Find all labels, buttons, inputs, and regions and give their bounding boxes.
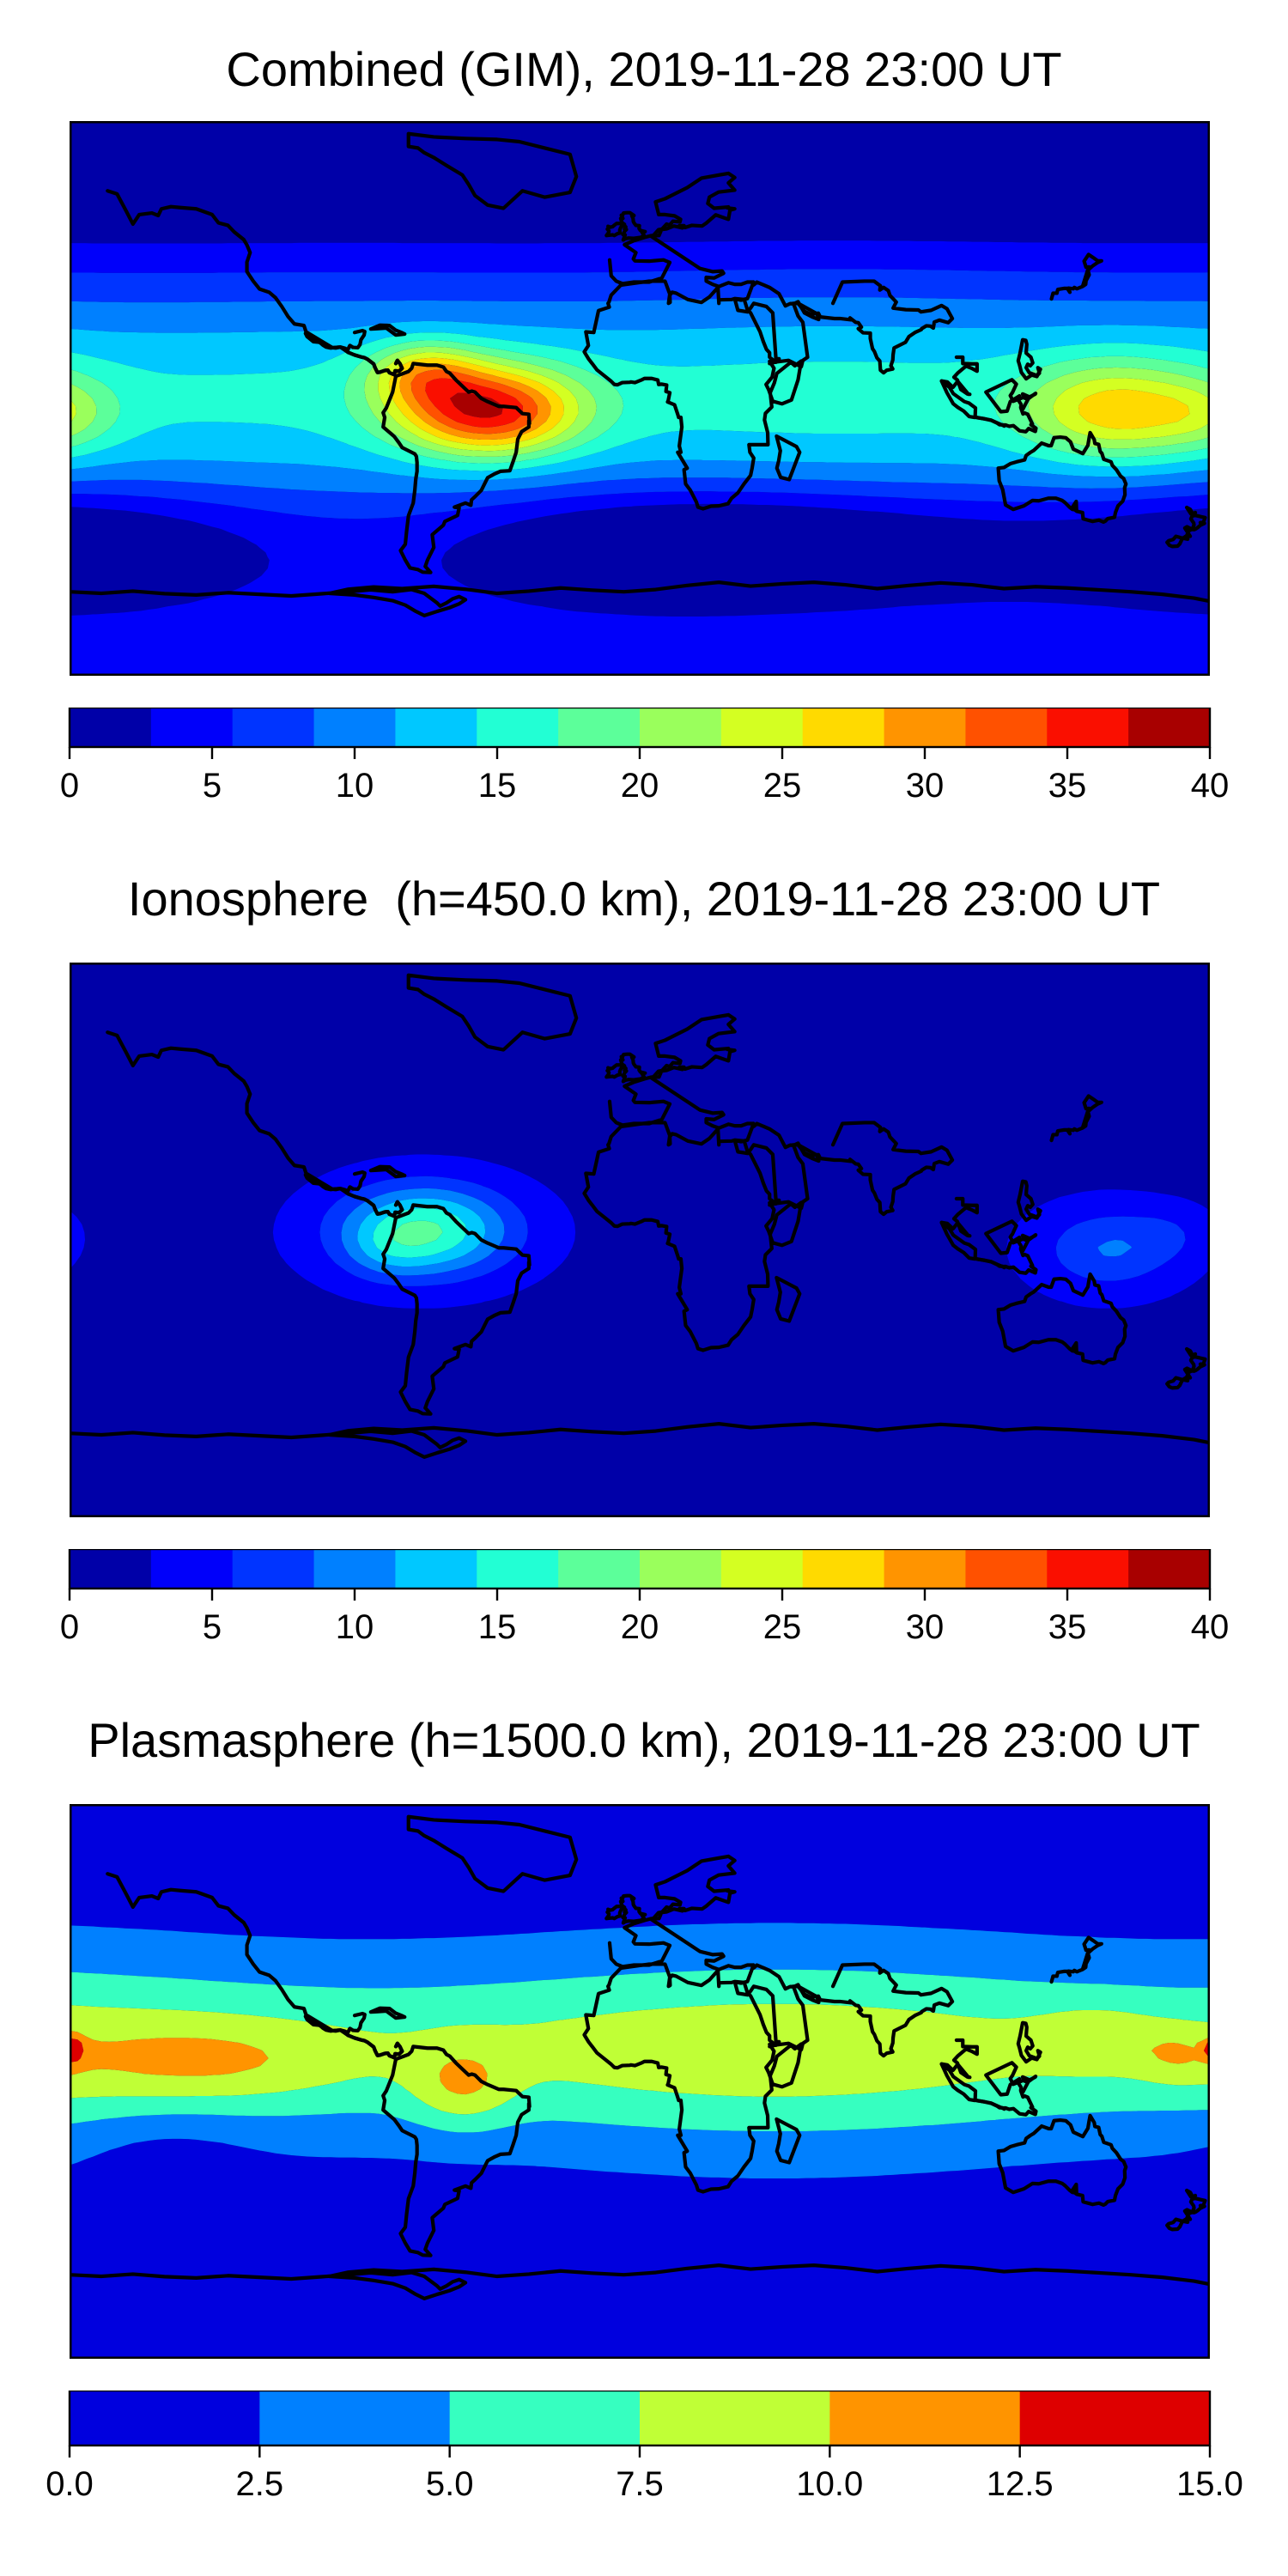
- svg-text:12.5: 12.5: [987, 2465, 1054, 2503]
- svg-text:20: 20: [621, 767, 659, 805]
- svg-text:2.5: 2.5: [236, 2465, 284, 2503]
- svg-text:40: 40: [1191, 1608, 1230, 1646]
- svg-text:0.0: 0.0: [46, 2465, 94, 2503]
- svg-text:40: 40: [1191, 767, 1230, 805]
- svg-text:30: 30: [906, 1608, 945, 1646]
- svg-text:10: 10: [336, 767, 374, 805]
- svg-text:0: 0: [60, 1608, 79, 1646]
- svg-text:35: 35: [1048, 767, 1087, 805]
- svg-text:10: 10: [336, 1608, 374, 1646]
- svg-text:5.0: 5.0: [426, 2465, 474, 2503]
- svg-text:0: 0: [60, 767, 79, 805]
- svg-text:35: 35: [1048, 1608, 1087, 1646]
- svg-text:20: 20: [621, 1608, 659, 1646]
- svg-text:5: 5: [203, 767, 222, 805]
- svg-text:15: 15: [478, 767, 517, 805]
- svg-text:15: 15: [478, 1608, 517, 1646]
- svg-text:10.0: 10.0: [796, 2465, 863, 2503]
- svg-text:7.5: 7.5: [616, 2465, 664, 2503]
- svg-text:15.0: 15.0: [1176, 2465, 1243, 2503]
- svg-text:30: 30: [906, 767, 945, 805]
- svg-text:25: 25: [763, 1608, 802, 1646]
- svg-text:25: 25: [763, 767, 802, 805]
- svg-text:5: 5: [203, 1608, 222, 1646]
